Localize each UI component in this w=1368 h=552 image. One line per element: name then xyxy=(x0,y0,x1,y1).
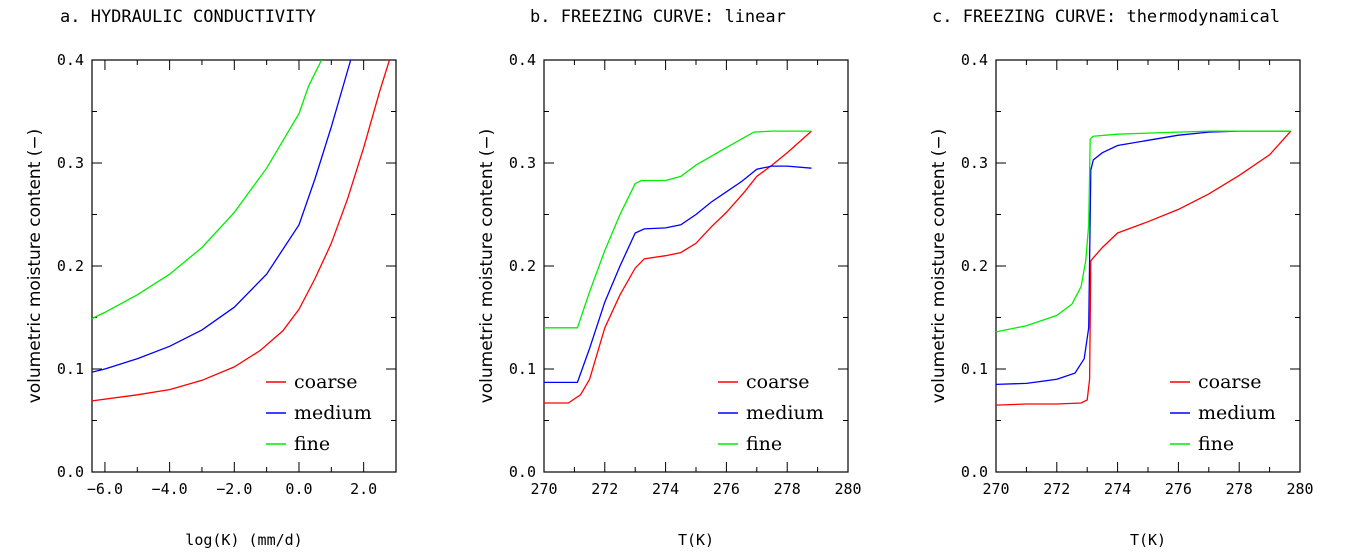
chart-a-series-medium xyxy=(91,59,352,373)
chart-b-ytick-label: 0.2 xyxy=(509,257,536,275)
chart-c-title: c. FREEZING CURVE: thermodynamical xyxy=(932,7,1280,27)
chart-b: b. FREEZING CURVE: linear volumetric mois… xyxy=(477,7,862,549)
chart-b-legend-label-coarse: coarse xyxy=(746,371,810,393)
chart-c-series-fine xyxy=(995,130,1291,333)
chart-b-xtick-label: 270 xyxy=(530,480,557,498)
chart-b-ytick-label: 0.1 xyxy=(509,360,536,378)
chart-b-ytick-label: 0.0 xyxy=(509,463,536,481)
chart-c-legend-label-fine: fine xyxy=(1198,433,1234,455)
chart-a-series-fine xyxy=(91,59,323,320)
chart-b-ytick-label: 0.3 xyxy=(509,154,536,172)
chart-c-series-medium xyxy=(995,130,1291,386)
chart-b-xtick-label: 278 xyxy=(774,480,801,498)
chart-a-xtick-label: 2.0 xyxy=(350,480,377,498)
chart-b-legend-label-fine: fine xyxy=(746,433,782,455)
chart-a-xtick-label: −2.0 xyxy=(216,480,252,498)
chart-b-title: b. FREEZING CURVE: linear xyxy=(530,7,786,27)
chart-b-series-fine xyxy=(544,130,812,329)
chart-a-ytick-label: 0.3 xyxy=(57,154,84,172)
chart-c-ytick-label: 0.1 xyxy=(961,360,988,378)
chart-c-xtick-label: 278 xyxy=(1226,480,1253,498)
chart-a-ytick-label: 0.4 xyxy=(57,51,84,69)
chart-c-ytick-label: 0.2 xyxy=(961,257,988,275)
chart-a-ytick-label: 0.0 xyxy=(57,463,84,481)
chart-a-xtick-label: 0.0 xyxy=(285,480,312,498)
chart-b-xtick-label: 272 xyxy=(591,480,618,498)
chart-a-ytick-label: 0.2 xyxy=(57,257,84,275)
chart-c-ytick-label: 0.0 xyxy=(961,463,988,481)
chart-c-series-coarse xyxy=(995,130,1292,406)
chart-a-xtick-label: −6.0 xyxy=(87,480,123,498)
chart-a-xtick-label: −4.0 xyxy=(152,480,188,498)
chart-b-xlabel: T(K) xyxy=(678,531,714,549)
chart-a-xlabel: log(K) (mm/d) xyxy=(185,531,302,549)
chart-b-legend-label-medium: medium xyxy=(746,402,824,424)
chart-c-xtick-label: 270 xyxy=(982,480,1009,498)
chart-c: c. FREEZING CURVE: thermodynamical volume… xyxy=(929,7,1314,549)
chart-a-legend-label-medium: medium xyxy=(294,402,372,424)
chart-c-xlabel: T(K) xyxy=(1130,531,1166,549)
chart-c-xtick-label: 276 xyxy=(1165,480,1192,498)
chart-c-xtick-label: 274 xyxy=(1104,480,1131,498)
chart-c-legend-label-coarse: coarse xyxy=(1198,371,1262,393)
chart-b-series-medium xyxy=(544,165,812,384)
chart-c-ytick-label: 0.3 xyxy=(961,154,988,172)
chart-a-title: a. HYDRAULIC CONDUCTIVITY xyxy=(60,7,316,27)
chart-b-ylabel: volumetric moisture content (−) xyxy=(477,129,497,404)
chart-a-ylabel: volumetric moisture content (−) xyxy=(25,129,45,404)
chart-c-ytick-label: 0.4 xyxy=(961,51,988,69)
chart-a-legend-label-coarse: coarse xyxy=(294,371,358,393)
chart-b-ytick-label: 0.4 xyxy=(509,51,536,69)
chart-c-legend-label-medium: medium xyxy=(1198,402,1276,424)
chart-a-ytick-label: 0.1 xyxy=(57,360,84,378)
chart-a: a. HYDRAULIC CONDUCTIVITY volumetric mois… xyxy=(25,7,397,549)
chart-b-xtick-label: 280 xyxy=(834,480,861,498)
chart-a-series-coarse xyxy=(91,59,391,402)
chart-c-xtick-label: 272 xyxy=(1043,480,1070,498)
chart-c-xtick-label: 280 xyxy=(1286,480,1313,498)
chart-c-ylabel: volumetric moisture content (−) xyxy=(929,129,949,404)
chart-b-xtick-label: 274 xyxy=(652,480,679,498)
chart-a-legend-label-fine: fine xyxy=(294,433,330,455)
chart-b-xtick-label: 276 xyxy=(713,480,740,498)
chart-b-series-coarse xyxy=(544,130,812,404)
